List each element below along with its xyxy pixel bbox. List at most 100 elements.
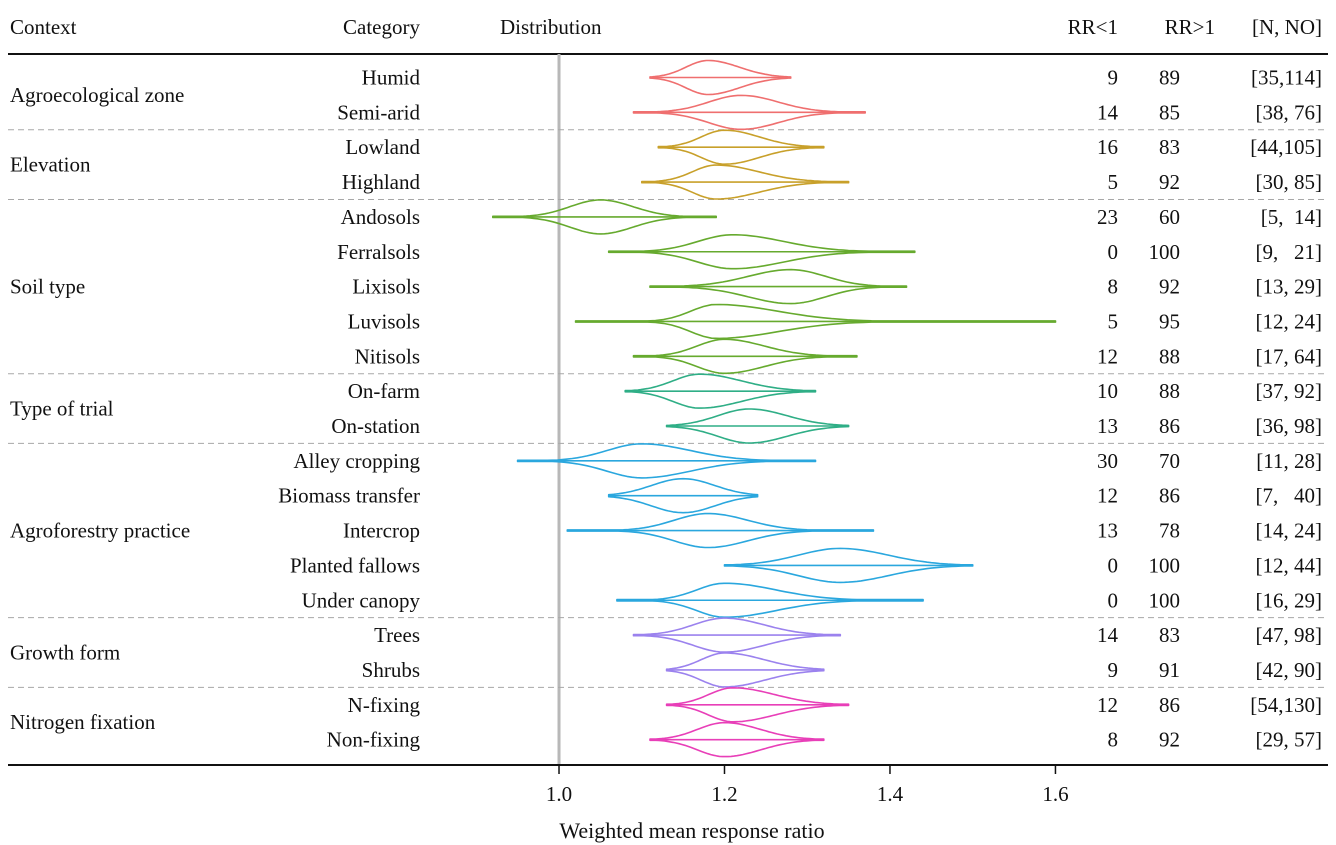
rr-greater-than-1-value: 89 [1159, 66, 1180, 90]
rr-less-than-1-value: 12 [1097, 693, 1118, 717]
n-no-value: [13, 29] [1256, 275, 1323, 299]
x-tick-label: 1.6 [1042, 782, 1068, 806]
context-label-type-of-trial: Type of trial [10, 397, 114, 421]
rr-less-than-1-value: 30 [1097, 449, 1118, 473]
violin-luvisols [574, 303, 1057, 340]
category-label: Humid [362, 66, 421, 90]
n-no-value: [12, 44] [1256, 553, 1323, 577]
violin-nitisols [632, 338, 858, 375]
row-non-fixing: Non-fixing 8 92 [29, 57] [327, 728, 1322, 752]
row-ferralsols: Ferralsols 0 100 [9, 21] [337, 240, 1322, 264]
n-no-value: [5, 14] [1261, 205, 1322, 229]
n-no-value: [36, 98] [1256, 414, 1323, 438]
rr-greater-than-1-value: 86 [1159, 484, 1180, 508]
n-no-value: [17, 64] [1256, 344, 1323, 368]
violin-biomass-transfer [607, 477, 759, 514]
header-distribution: Distribution [500, 15, 602, 39]
rr-less-than-1-value: 14 [1097, 100, 1119, 124]
row-n-fixing: N-fixing 12 86 [54,130] [348, 693, 1322, 717]
n-no-value: [9, 21] [1256, 240, 1323, 264]
rr-less-than-1-value: 5 [1108, 309, 1119, 333]
x-tick-label: 1.4 [877, 782, 904, 806]
rr-less-than-1-value: 5 [1108, 170, 1119, 194]
x-tick-label: 1.2 [711, 782, 737, 806]
row-nitisols: Nitisols 12 88 [17, 64] [355, 344, 1322, 368]
violin-plots [492, 59, 1057, 758]
n-no-value: [42, 90] [1256, 658, 1323, 682]
violin-shrubs [665, 652, 825, 688]
rr-less-than-1-value: 10 [1097, 379, 1118, 403]
row-on-station: On-station 13 86 [36, 98] [331, 414, 1322, 438]
rr-less-than-1-value: 23 [1097, 205, 1118, 229]
header-rr-less-than-1: RR<1 [1068, 15, 1118, 39]
row-andosols: Andosols 23 60 [5, 14] [341, 205, 1322, 229]
rr-less-than-1-value: 0 [1108, 240, 1119, 264]
x-axis-label: Weighted mean response ratio [559, 818, 824, 843]
rr-greater-than-1-value: 78 [1159, 519, 1180, 543]
rr-less-than-1-value: 13 [1097, 519, 1118, 543]
category-label: Shrubs [362, 658, 420, 682]
rr-greater-than-1-value: 86 [1159, 693, 1180, 717]
category-label: Trees [374, 623, 420, 647]
violin-ferralsols [607, 234, 916, 270]
rr-greater-than-1-value: 86 [1159, 414, 1180, 438]
rr-greater-than-1-value: 92 [1159, 275, 1180, 299]
category-label: Ferralsols [337, 240, 420, 264]
rr-greater-than-1-value: 60 [1159, 205, 1180, 229]
rr-less-than-1-value: 8 [1108, 275, 1119, 299]
rr-less-than-1-value: 8 [1108, 728, 1119, 752]
rr-greater-than-1-value: 92 [1159, 728, 1180, 752]
rr-greater-than-1-value: 88 [1159, 344, 1180, 368]
rr-less-than-1-value: 16 [1097, 135, 1118, 159]
n-no-value: [44,105] [1250, 135, 1322, 159]
header-category: Category [343, 15, 420, 39]
category-label: Intercrop [343, 519, 420, 543]
category-label: On-station [331, 414, 420, 438]
n-no-value: [16, 29] [1256, 588, 1323, 612]
rr-less-than-1-value: 13 [1097, 414, 1118, 438]
category-label: Lowland [345, 135, 420, 159]
n-no-value: [29, 57] [1256, 728, 1323, 752]
x-tick-label: 1.0 [546, 782, 572, 806]
row-shrubs: Shrubs 9 91 [42, 90] [362, 658, 1322, 682]
header-n-no: [N, NO] [1252, 15, 1322, 39]
category-label: Non-fixing [327, 728, 421, 752]
category-label: Under canopy [302, 588, 421, 612]
rr-less-than-1-value: 14 [1097, 623, 1119, 647]
row-lixisols: Lixisols 8 92 [13, 29] [352, 275, 1322, 299]
rr-less-than-1-value: 12 [1097, 344, 1118, 368]
n-no-value: [12, 24] [1256, 309, 1323, 333]
rr-greater-than-1-value: 91 [1159, 658, 1180, 682]
n-no-value: [7, 40] [1256, 484, 1323, 508]
context-label-elevation: Elevation [10, 153, 91, 177]
row-trees: Trees 14 83 [47, 98] [374, 623, 1322, 647]
category-label: Andosols [341, 205, 420, 229]
header-context: Context [10, 15, 77, 39]
rr-less-than-1-value: 0 [1108, 588, 1119, 612]
x-axis: 1.0 1.2 1.4 1.6 [546, 766, 1069, 806]
row-intercrop: Intercrop 13 78 [14, 24] [343, 519, 1322, 543]
violin-lowland [657, 129, 825, 165]
context-label-agroforestry-practice: Agroforestry practice [10, 519, 190, 543]
category-label: Nitisols [355, 344, 420, 368]
n-no-value: [38, 76] [1256, 100, 1323, 124]
rr-greater-than-1-value: 92 [1159, 170, 1180, 194]
rr-greater-than-1-value: 83 [1159, 623, 1180, 647]
rr-greater-than-1-value: 100 [1149, 588, 1181, 612]
context-label-soil-type: Soil type [10, 275, 85, 299]
violin-humid [649, 59, 792, 96]
rr-less-than-1-value: 9 [1108, 66, 1119, 90]
row-biomass-transfer: Biomass transfer 12 86 [7, 40] [278, 484, 1322, 508]
table-rows: Humid 9 89 [35,114]Semi-arid 14 85 [38, 76]Agr… [10, 66, 1322, 752]
n-no-value: [35,114] [1251, 66, 1322, 90]
rr-greater-than-1-value: 88 [1159, 379, 1180, 403]
row-on-farm: On-farm 10 88 [37, 92] [348, 379, 1322, 403]
n-no-value: [14, 24] [1256, 519, 1323, 543]
category-label: Alley cropping [293, 449, 420, 473]
violin-semi-arid [632, 94, 866, 131]
rr-greater-than-1-value: 95 [1159, 309, 1180, 333]
category-label: Biomass transfer [278, 484, 420, 508]
category-label: Lixisols [352, 275, 420, 299]
row-under-canopy: Under canopy 0 100 [16, 29] [302, 588, 1322, 612]
table-header: Context Category Distribution RR<1 RR>1 … [10, 15, 1322, 39]
